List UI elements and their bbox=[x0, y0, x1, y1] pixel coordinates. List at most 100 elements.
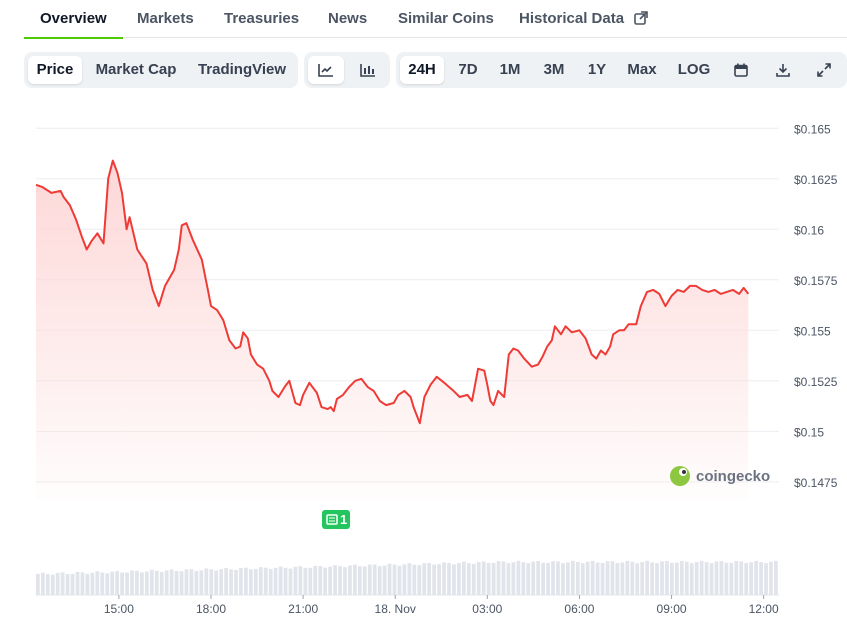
candlestick-icon bbox=[360, 64, 375, 77]
volume-bar bbox=[229, 569, 233, 595]
volume-bar bbox=[684, 561, 689, 595]
tab-news[interactable]: News bbox=[328, 10, 368, 27]
volume-bar bbox=[209, 569, 214, 595]
line-chart-button[interactable] bbox=[308, 56, 344, 84]
volume-bar bbox=[665, 561, 669, 595]
volume-bar bbox=[298, 566, 303, 595]
x-tick-label: 03:00 bbox=[472, 602, 502, 616]
volume-bar bbox=[268, 569, 273, 595]
volume-bar bbox=[105, 573, 110, 595]
volume-bar bbox=[556, 561, 560, 595]
news-icon bbox=[326, 514, 338, 525]
volume-bar bbox=[437, 564, 441, 595]
volume-bar bbox=[382, 565, 387, 595]
top-nav: Overview Markets Treasuries News Similar… bbox=[24, 0, 847, 39]
range-max[interactable]: Max bbox=[627, 61, 657, 78]
volume-bar bbox=[714, 561, 719, 595]
volume-bar bbox=[585, 561, 590, 595]
volume-bar bbox=[234, 569, 238, 595]
market-cap-tab[interactable]: Market Cap bbox=[95, 61, 177, 78]
volume-bar bbox=[719, 560, 724, 595]
tradingview-tab[interactable]: TradingView bbox=[197, 61, 287, 78]
volume-bar bbox=[689, 563, 694, 595]
range-group: 24H 7D 1M 3M 1Y Max LOG bbox=[396, 52, 847, 88]
price-line bbox=[35, 159, 750, 425]
range-1y[interactable]: 1Y bbox=[587, 61, 607, 78]
y-axis: $0.1475 $0.15 $0.1525 $0.155 $0.1575 $0.16 $0.… bbox=[794, 122, 838, 490]
volume-bar bbox=[481, 561, 486, 595]
price-chart[interactable]: $0.1475 $0.15 $0.1525 $0.155 $0.1575 $0.16 $0.… bbox=[0, 100, 847, 628]
volume-bar bbox=[764, 563, 768, 595]
volume-bar bbox=[417, 565, 422, 595]
volume-bar bbox=[739, 561, 744, 595]
range-1m[interactable]: 1M bbox=[499, 61, 521, 78]
volume-bar bbox=[699, 560, 704, 595]
volume-bar bbox=[179, 571, 184, 595]
y-tick-label: $0.1525 bbox=[794, 375, 838, 389]
range-3m[interactable]: 3M bbox=[543, 61, 565, 78]
x-tick-label: 09:00 bbox=[657, 602, 687, 616]
event-marker[interactable]: 1 bbox=[322, 510, 350, 529]
volume-bar bbox=[125, 572, 129, 595]
volume-bar bbox=[704, 562, 709, 595]
price-tab[interactable]: Price bbox=[28, 56, 82, 84]
x-tick-label: 15:00 bbox=[104, 602, 134, 616]
volume-bar bbox=[536, 560, 541, 595]
tab-similar-coins[interactable]: Similar Coins bbox=[398, 10, 494, 27]
volume-bar bbox=[471, 563, 476, 595]
volume-bar bbox=[194, 570, 199, 595]
volume-bar bbox=[214, 570, 219, 595]
volume-bar bbox=[496, 560, 501, 595]
volume-bar bbox=[422, 563, 427, 595]
volume-bar bbox=[248, 569, 253, 595]
calendar-button[interactable] bbox=[724, 56, 758, 84]
volume-bar bbox=[447, 562, 451, 595]
volume-bar bbox=[709, 563, 714, 595]
volume-bar bbox=[412, 564, 417, 595]
candlestick-button[interactable] bbox=[350, 56, 386, 84]
tab-historical-data-label: Historical Data bbox=[519, 10, 625, 27]
chart-style-group bbox=[304, 52, 390, 88]
volume-bar bbox=[40, 572, 45, 595]
volume-bar bbox=[660, 561, 664, 595]
volume-bar bbox=[204, 568, 209, 595]
line-chart-icon bbox=[318, 64, 333, 77]
download-button[interactable] bbox=[766, 56, 800, 84]
fullscreen-button[interactable] bbox=[807, 56, 841, 84]
volume-bar bbox=[308, 567, 313, 595]
volume-bar bbox=[387, 563, 392, 595]
tab-overview[interactable]: Overview bbox=[24, 0, 123, 39]
metric-toggle-group: Price Market Cap TradingView bbox=[24, 52, 298, 88]
volume-bar bbox=[734, 561, 739, 595]
volume-bar bbox=[224, 567, 228, 595]
volume-bar bbox=[303, 567, 308, 595]
volume-bar bbox=[486, 563, 491, 595]
volume-bar bbox=[511, 562, 516, 595]
volume-bar bbox=[625, 560, 630, 595]
log-scale-toggle[interactable]: LOG bbox=[677, 61, 711, 78]
volume-bar bbox=[506, 563, 511, 595]
volume-bar bbox=[120, 572, 124, 595]
volume-bar bbox=[620, 562, 625, 595]
volume-bar bbox=[338, 566, 342, 595]
tab-markets[interactable]: Markets bbox=[137, 10, 194, 27]
volume-bar bbox=[749, 562, 754, 595]
volume-bar bbox=[526, 563, 531, 595]
volume-bar bbox=[140, 572, 144, 595]
range-7d[interactable]: 7D bbox=[458, 61, 478, 78]
y-tick-label: $0.155 bbox=[794, 324, 831, 338]
volume-bar bbox=[348, 565, 352, 595]
volume-bar bbox=[774, 560, 778, 595]
range-24h[interactable]: 24H bbox=[400, 56, 444, 84]
volume-bar bbox=[605, 561, 610, 595]
volume-bar bbox=[333, 565, 337, 595]
calendar-icon bbox=[734, 63, 748, 77]
volume-bar bbox=[457, 563, 461, 595]
tab-historical-data[interactable]: Historical Data bbox=[519, 0, 649, 38]
volume-bar bbox=[313, 565, 318, 595]
volume-bar bbox=[754, 560, 758, 595]
tab-treasuries[interactable]: Treasuries bbox=[224, 10, 300, 27]
volume-bar bbox=[323, 567, 328, 595]
price-area bbox=[36, 160, 749, 500]
y-tick-label: $0.16 bbox=[794, 223, 824, 237]
